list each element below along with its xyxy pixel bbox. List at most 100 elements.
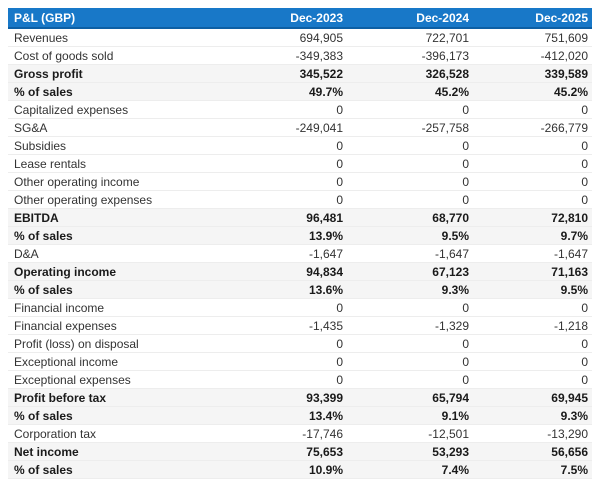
- table-row: Operating income 94,834 67,123 71,163: [8, 262, 592, 281]
- cell-value: 65,794: [347, 388, 473, 407]
- header-row: P&L (GBP) Dec-2023 Dec-2024 Dec-2025: [8, 8, 592, 29]
- cell-value: 49.7%: [221, 82, 347, 101]
- column-header-dec-2023: Dec-2023: [221, 8, 347, 29]
- cell-value: -1,329: [347, 316, 473, 335]
- cell-value: 0: [347, 190, 473, 209]
- cell-value: 0: [347, 136, 473, 155]
- cell-value: 9.5%: [473, 280, 592, 299]
- row-label: Financial income: [8, 298, 221, 317]
- cell-value: 68,770: [347, 208, 473, 227]
- cell-value: 0: [473, 154, 592, 173]
- cell-value: 10.9%: [221, 460, 347, 479]
- table-row: Exceptional income 0 0 0: [8, 352, 592, 371]
- cell-value: 75,653: [221, 442, 347, 461]
- row-label: EBITDA: [8, 208, 221, 227]
- cell-value: 69,945: [473, 388, 592, 407]
- cell-value: -396,173: [347, 46, 473, 65]
- row-label: Cost of goods sold: [8, 46, 221, 65]
- cell-value: -257,758: [347, 118, 473, 137]
- table-row: Financial income 0 0 0: [8, 298, 592, 317]
- table-row: Revenues 694,905 722,701 751,609: [8, 28, 592, 47]
- cell-value: 345,522: [221, 64, 347, 83]
- row-label: % of sales: [8, 82, 221, 101]
- cell-value: 0: [473, 352, 592, 371]
- cell-value: 72,810: [473, 208, 592, 227]
- row-label: Subsidies: [8, 136, 221, 155]
- row-label: Gross profit: [8, 64, 221, 83]
- table-row: Exceptional expenses 0 0 0: [8, 370, 592, 389]
- table-row: % of sales 49.7% 45.2% 45.2%: [8, 82, 592, 101]
- cell-value: 694,905: [221, 28, 347, 47]
- row-label: Profit before tax: [8, 388, 221, 407]
- row-label: Other operating income: [8, 172, 221, 191]
- cell-value: -1,647: [221, 244, 347, 263]
- row-label: Revenues: [8, 28, 221, 47]
- cell-value: 67,123: [347, 262, 473, 281]
- table-body: Revenues 694,905 722,701 751,609 Cost of…: [8, 28, 592, 479]
- cell-value: -349,383: [221, 46, 347, 65]
- cell-value: -12,501: [347, 424, 473, 443]
- pnl-table-container: P&L (GBP) Dec-2023 Dec-2024 Dec-2025 Rev…: [8, 8, 592, 479]
- cell-value: 7.5%: [473, 460, 592, 479]
- cell-value: 0: [221, 172, 347, 191]
- table-row: % of sales 13.6% 9.3% 9.5%: [8, 280, 592, 299]
- cell-value: 0: [221, 334, 347, 353]
- row-label: % of sales: [8, 406, 221, 425]
- cell-value: 9.3%: [473, 406, 592, 425]
- cell-value: 0: [347, 298, 473, 317]
- cell-value: 0: [347, 370, 473, 389]
- row-label: Corporation tax: [8, 424, 221, 443]
- row-label: Exceptional income: [8, 352, 221, 371]
- cell-value: 0: [347, 172, 473, 191]
- cell-value: 0: [473, 172, 592, 191]
- cell-value: 0: [347, 352, 473, 371]
- table-row: EBITDA 96,481 68,770 72,810: [8, 208, 592, 227]
- table-title: P&L (GBP): [8, 8, 221, 29]
- cell-value: -13,290: [473, 424, 592, 443]
- cell-value: 0: [473, 334, 592, 353]
- table-row: Financial expenses -1,435 -1,329 -1,218: [8, 316, 592, 335]
- cell-value: 0: [473, 100, 592, 119]
- cell-value: 0: [473, 190, 592, 209]
- cell-value: 13.6%: [221, 280, 347, 299]
- cell-value: 45.2%: [347, 82, 473, 101]
- row-label: % of sales: [8, 460, 221, 479]
- cell-value: 53,293: [347, 442, 473, 461]
- cell-value: -1,647: [473, 244, 592, 263]
- table-row: Other operating expenses 0 0 0: [8, 190, 592, 209]
- pnl-table: P&L (GBP) Dec-2023 Dec-2024 Dec-2025 Rev…: [8, 8, 592, 479]
- table-row: Other operating income 0 0 0: [8, 172, 592, 191]
- cell-value: 0: [347, 100, 473, 119]
- row-label: % of sales: [8, 226, 221, 245]
- cell-value: -17,746: [221, 424, 347, 443]
- row-label: % of sales: [8, 280, 221, 299]
- table-row: Cost of goods sold -349,383 -396,173 -41…: [8, 46, 592, 65]
- row-label: Operating income: [8, 262, 221, 281]
- cell-value: 9.1%: [347, 406, 473, 425]
- cell-value: 7.4%: [347, 460, 473, 479]
- row-label: SG&A: [8, 118, 221, 137]
- cell-value: 56,656: [473, 442, 592, 461]
- cell-value: 93,399: [221, 388, 347, 407]
- cell-value: 0: [473, 136, 592, 155]
- row-label: Financial expenses: [8, 316, 221, 335]
- row-label: Other operating expenses: [8, 190, 221, 209]
- table-row: % of sales 13.9% 9.5% 9.7%: [8, 226, 592, 245]
- cell-value: -412,020: [473, 46, 592, 65]
- row-label: Profit (loss) on disposal: [8, 334, 221, 353]
- cell-value: 0: [221, 298, 347, 317]
- table-row: Subsidies 0 0 0: [8, 136, 592, 155]
- cell-value: 9.3%: [347, 280, 473, 299]
- row-label: Capitalized expenses: [8, 100, 221, 119]
- table-row: Corporation tax -17,746 -12,501 -13,290: [8, 424, 592, 443]
- row-label: Net income: [8, 442, 221, 461]
- cell-value: 0: [221, 370, 347, 389]
- row-label: D&A: [8, 244, 221, 263]
- cell-value: 0: [221, 154, 347, 173]
- table-row: Gross profit 345,522 326,528 339,589: [8, 64, 592, 83]
- table-row: % of sales 10.9% 7.4% 7.5%: [8, 460, 592, 479]
- cell-value: 0: [221, 100, 347, 119]
- table-row: Profit before tax 93,399 65,794 69,945: [8, 388, 592, 407]
- cell-value: 722,701: [347, 28, 473, 47]
- cell-value: 9.7%: [473, 226, 592, 245]
